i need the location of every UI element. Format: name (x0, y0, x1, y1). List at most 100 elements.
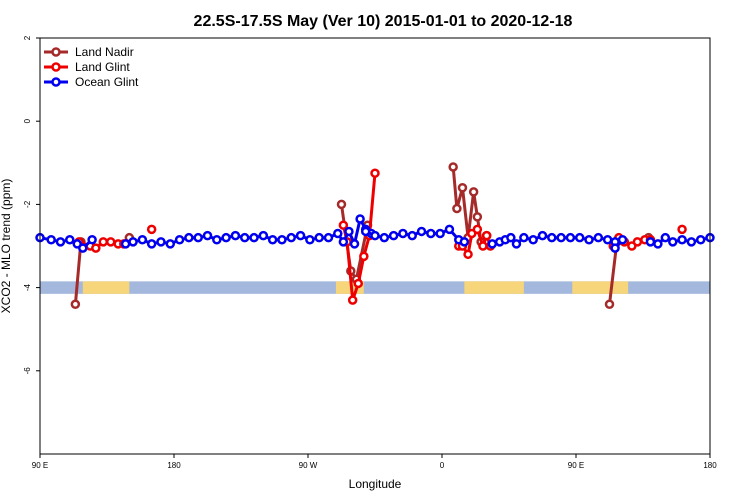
ocean-glint-point (695, 235, 706, 245)
ocean-glint-point (174, 235, 185, 245)
x-tick-label: 90 W (299, 461, 318, 470)
ocean-glint-point (286, 232, 296, 243)
ocean-glint-point (506, 232, 516, 243)
ocean-glint-point (249, 232, 259, 243)
ocean-glint-point (87, 235, 97, 245)
series-layer (35, 162, 715, 309)
land-ocean-band (40, 281, 710, 294)
land-glint-point (91, 243, 101, 253)
ocean-glint-point (128, 237, 138, 247)
ocean-glint-point (212, 235, 222, 245)
land-glint-point (105, 237, 116, 247)
ocean-glint-point (338, 237, 349, 247)
land-glint-point (677, 224, 687, 235)
legend-item-ocean-glint: Ocean Glint (44, 75, 139, 89)
y-tick-label: 0 (23, 118, 32, 123)
ocean-glint-point (314, 232, 324, 243)
ocean-glint-point (379, 232, 390, 243)
ocean-glint-point (295, 230, 306, 241)
x-tick-label: 90 E (32, 461, 48, 470)
y-axis-label: XCO2 - MLO trend (ppm) (0, 179, 13, 314)
ocean-glint-point (370, 230, 380, 241)
land-nadir-point (472, 212, 483, 222)
ocean-glint-point (305, 235, 315, 245)
land-glint-point (463, 249, 473, 260)
ocean-glint-point (156, 237, 166, 247)
x-tick-label: 0 (440, 461, 445, 470)
land-nadir-point (457, 183, 468, 193)
ocean-glint-point (610, 243, 620, 253)
ocean-glint-point (547, 232, 557, 243)
legend-label: Land Glint (75, 60, 130, 74)
ocean-glint-point (653, 239, 663, 249)
land-glint-point (478, 241, 488, 251)
ocean-glint-point (426, 228, 436, 239)
ocean-glint-point (65, 235, 75, 245)
ocean-glint-point (677, 235, 687, 245)
ocean-glint-point (416, 226, 427, 237)
ocean-glint-point (184, 232, 194, 243)
ocean-glint-point (668, 237, 678, 247)
x-tick-label: 180 (703, 461, 717, 470)
plot-frame (39, 37, 711, 455)
y-tick-label: -6 (23, 367, 32, 375)
ocean-glint-point (686, 237, 697, 247)
ocean-glint-point (660, 232, 671, 243)
legend-item-land-nadir: Land Nadir (44, 45, 134, 59)
land-glint-point (146, 224, 157, 235)
land-glint-point (370, 168, 380, 178)
land-glint-point (481, 230, 492, 241)
ocean-glint-point (137, 235, 148, 245)
legend-label: Ocean Glint (75, 75, 139, 89)
land-glint-point (472, 224, 483, 235)
legend-swatch-marker (51, 77, 61, 87)
ocean-glint-point (519, 232, 529, 243)
x-axis-label: Longitude (349, 477, 402, 491)
land-glint-point (347, 295, 358, 305)
legend-swatch-marker (51, 62, 61, 72)
ocean-glint-point (230, 230, 241, 241)
ocean-glint-point (574, 232, 585, 243)
ocean-glint-point (202, 230, 213, 241)
land-glint-point (353, 278, 363, 289)
ocean-glint-point (444, 224, 455, 235)
ocean-band (40, 281, 710, 294)
legend-label: Land Nadir (75, 45, 134, 59)
ocean-glint-point (344, 226, 354, 237)
land-nadir-point (336, 199, 347, 210)
land-nadir-point (604, 299, 615, 309)
y-tick-label: 2 (23, 35, 32, 40)
ocean-glint-point (55, 237, 66, 247)
ocean-glint-point (435, 228, 445, 239)
land-nadir-point (452, 203, 462, 214)
ocean-glint-point (593, 232, 604, 243)
y-axis: 2 0 -2 -4 -6 (23, 35, 40, 374)
ocean-glint-point (584, 235, 594, 245)
ocean-glint-point (349, 239, 360, 249)
ocean-glint-point (398, 228, 408, 239)
ocean-glint-point (645, 237, 656, 247)
land-band-segment (82, 281, 130, 294)
land-nadir-point (70, 299, 81, 309)
ocean-glint-point (407, 230, 417, 241)
land-nadir-point (468, 187, 479, 197)
y-tick-label: -4 (23, 283, 32, 291)
chart-title: 22.5S-17.5S May (Ver 10) 2015-01-01 to 2… (194, 13, 573, 30)
ocean-glint-point (528, 235, 538, 245)
ocean-glint-point (355, 214, 365, 224)
ocean-glint-point (333, 228, 343, 239)
ocean-glint-point (165, 239, 176, 249)
legend-swatch-marker (51, 47, 61, 57)
land-nadir-line (73, 241, 83, 305)
ocean-glint-point (277, 235, 287, 245)
ocean-glint-point (193, 232, 203, 243)
land-band-segment (572, 281, 629, 294)
land-glint-point (359, 251, 369, 262)
land-glint-point (338, 220, 349, 230)
x-axis: 90 E 180 90 W 0 90 E 180 (32, 454, 717, 470)
series-ocean-glint (35, 214, 715, 253)
land-band-segment (464, 281, 524, 294)
ocean-glint-point (46, 235, 56, 245)
